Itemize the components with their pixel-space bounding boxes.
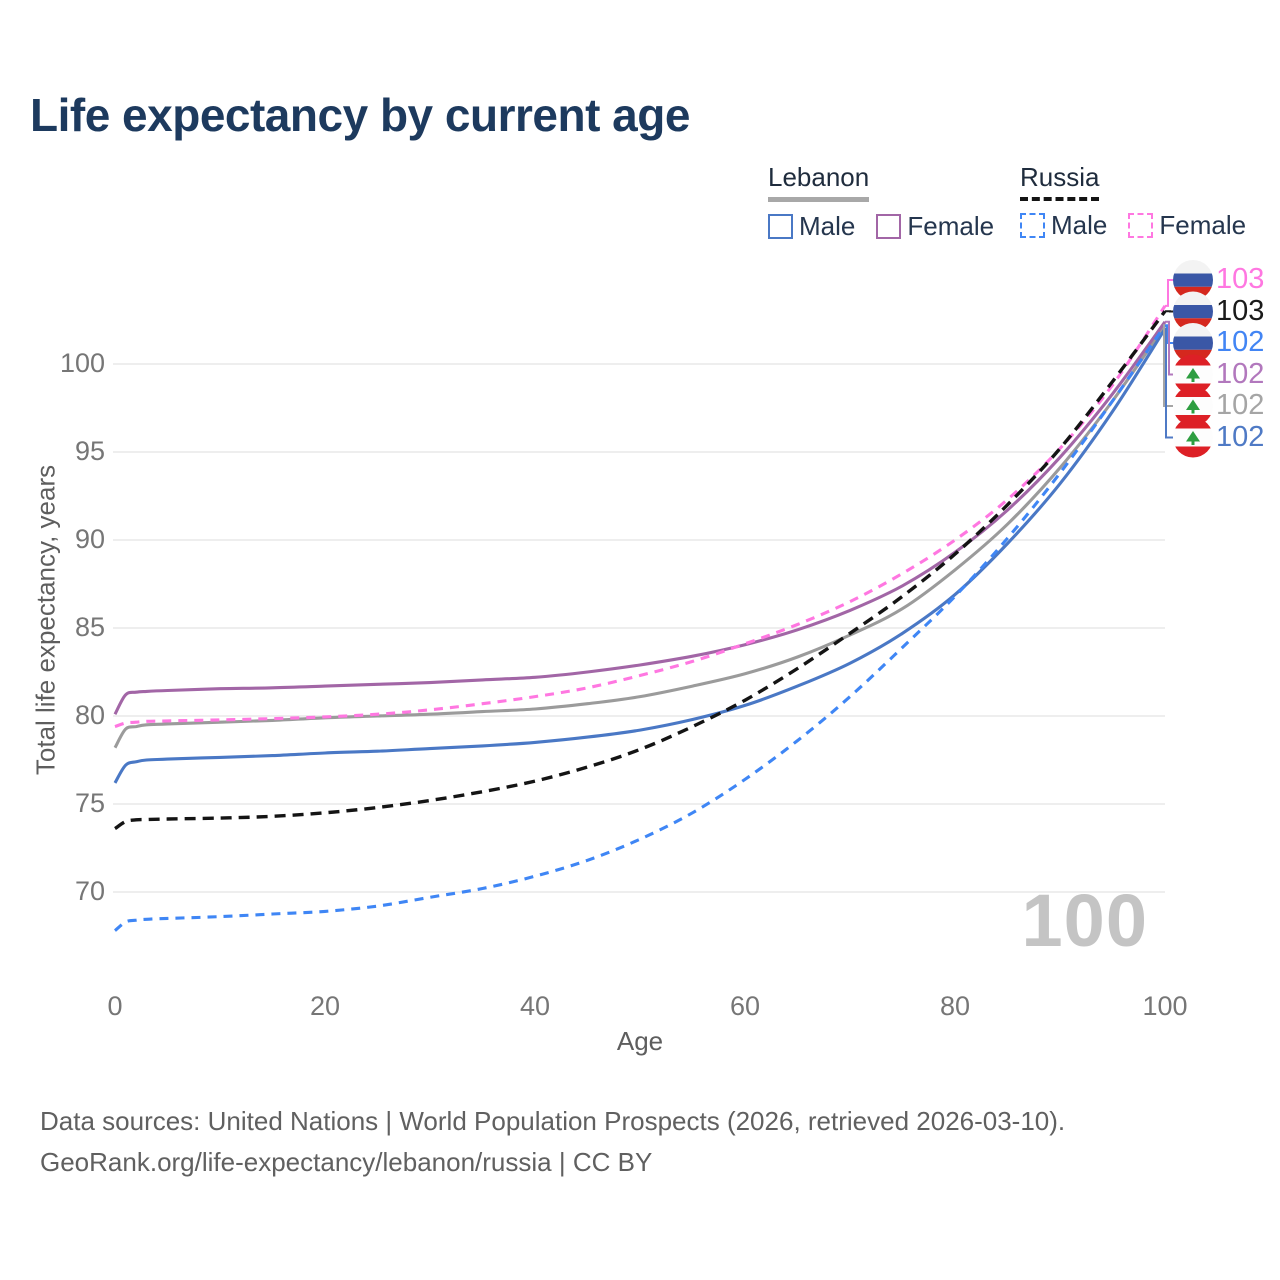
y-tick-label: 95 xyxy=(74,436,105,466)
legend-item-label: Male xyxy=(799,211,856,241)
series-lines xyxy=(113,305,1167,932)
y-tick-label: 85 xyxy=(74,612,105,642)
end-label-connector xyxy=(1163,324,1173,407)
footer-data-sources: Data sources: United Nations | World Pop… xyxy=(40,1106,1066,1136)
legend-item-label: Female xyxy=(907,211,995,241)
legend-item-russia-female[interactable]: Female xyxy=(1128,210,1246,241)
x-tick-label: 20 xyxy=(309,991,341,1021)
footer-attribution-link: GeoRank.org/life-expectancy/lebanon/russ… xyxy=(40,1147,653,1177)
russia-male-line-swatch-icon xyxy=(1020,213,1045,238)
legend-group-russia: Russia Male Female xyxy=(1020,162,1267,241)
x-tick-label: 60 xyxy=(729,991,761,1021)
series-line-lebanon-female xyxy=(113,320,1167,715)
lebanon-male-line-swatch-icon xyxy=(768,214,793,239)
russia-female-line-swatch-icon xyxy=(1128,213,1154,238)
series-line-lebanon-both xyxy=(113,324,1167,749)
legend-country-lebanon: Lebanon xyxy=(768,162,870,202)
legend-item-lebanon-female[interactable]: Female xyxy=(876,211,994,242)
end-label-connector xyxy=(1165,327,1173,439)
lebanon-female-line-swatch-icon xyxy=(876,214,902,239)
x-tick-label: 100 xyxy=(1142,991,1188,1021)
end-value-label-russia-female: 103 xyxy=(1216,263,1265,295)
x-axis-title: Age xyxy=(616,1026,664,1056)
page-title: Life expectancy by current age xyxy=(30,89,690,141)
legend-item-label: Male xyxy=(1051,210,1108,240)
y-tick-label: 90 xyxy=(74,524,105,554)
legend-item-label: Female xyxy=(1159,210,1247,240)
y-tick-label: 75 xyxy=(74,788,105,818)
lebanon-flag-icon xyxy=(1173,417,1213,458)
end-value-label-russia-both: 103 xyxy=(1216,294,1265,327)
x-tick-label: 40 xyxy=(519,991,551,1021)
x-tick-label: 0 xyxy=(107,991,123,1021)
series-line-russia-both xyxy=(114,310,1167,831)
series-line-russia-female xyxy=(114,305,1167,729)
legend-group-lebanon: Lebanon Male Female xyxy=(768,162,1015,242)
end-label-connectors xyxy=(1163,279,1173,439)
y-tick-label: 100 xyxy=(59,348,105,378)
y-tick-label: 70 xyxy=(74,876,105,906)
y-tick-label: 80 xyxy=(74,700,105,730)
end-value-label-lebanon-female: 102 xyxy=(1216,357,1265,390)
end-label-connector xyxy=(1165,279,1173,307)
end-value-label-russia-male: 102 xyxy=(1216,326,1265,358)
series-line-lebanon-male xyxy=(113,327,1167,784)
end-label-flags xyxy=(1173,260,1213,458)
legend-item-russia-male[interactable]: Male xyxy=(1020,210,1107,241)
x-tick-label: 80 xyxy=(939,991,971,1021)
legend-country-russia: Russia xyxy=(1020,162,1100,201)
gridlines xyxy=(113,363,1165,893)
end-value-label-lebanon-both: 102 xyxy=(1216,389,1265,421)
legend-item-lebanon-male[interactable]: Male xyxy=(768,211,855,242)
end-label-connector xyxy=(1165,320,1173,376)
series-line-russia-male xyxy=(113,324,1167,932)
end-value-label-lebanon-male: 102 xyxy=(1216,420,1265,453)
age-counter-watermark: 100 xyxy=(1021,879,1148,962)
